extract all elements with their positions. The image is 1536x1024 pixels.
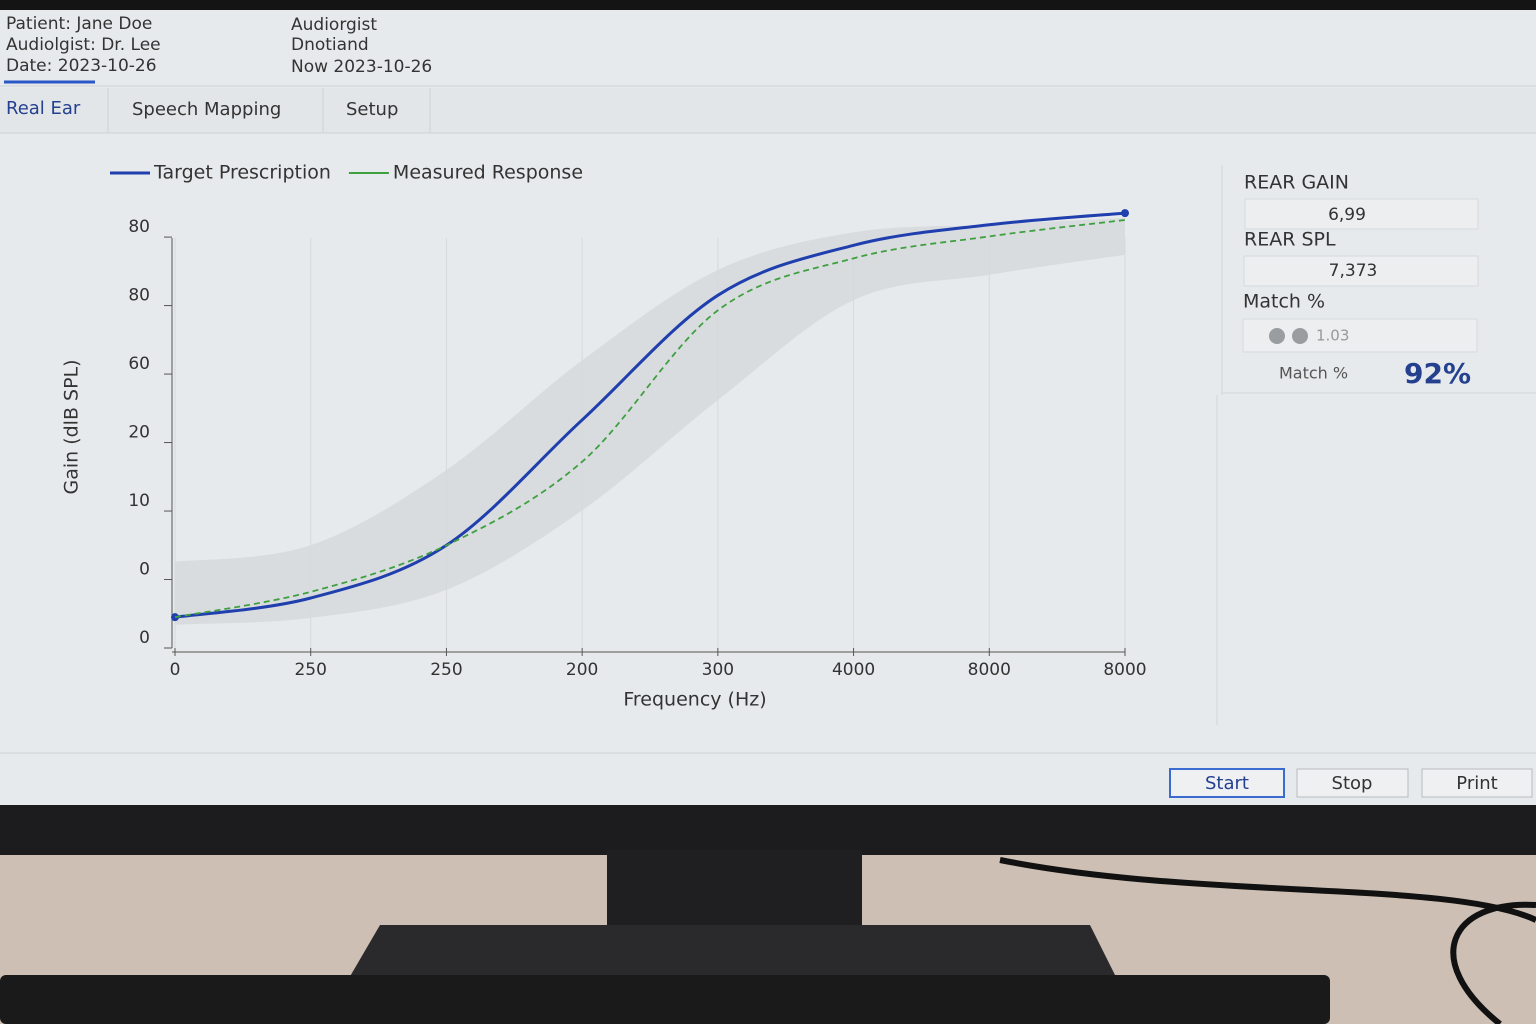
- tab[interactable]: Speech Mapping: [132, 99, 281, 120]
- indicator: [1269, 328, 1285, 344]
- field-label: REAR GAIN: [1244, 172, 1349, 194]
- button[interactable]: [1169, 768, 1285, 798]
- field-value: 1.03: [1316, 327, 1349, 345]
- x-tick-label: 250: [430, 660, 462, 680]
- y-tick-label: 0: [139, 560, 150, 580]
- audiologist: Audiolgist: Dr. Lee: [6, 35, 161, 55]
- patient: Patient: Jane Doe: [6, 14, 152, 34]
- y-tick-label: 80: [128, 286, 150, 306]
- cable: [1450, 901, 1536, 1024]
- x-tick-label: 4000: [832, 660, 875, 680]
- top-bezel: [0, 0, 1536, 10]
- field-box: [1244, 198, 1479, 230]
- series-line: [174, 219, 1126, 619]
- x-tick-label: 300: [702, 660, 734, 680]
- y-tick-label: 0: [139, 628, 150, 648]
- field-box: [1243, 255, 1479, 287]
- series-line: [174, 211, 1126, 619]
- legend-label: Measured Response: [393, 162, 583, 184]
- y-tick-label: 60: [128, 354, 150, 374]
- date: Date: 2023-10-26: [6, 56, 157, 76]
- match-value: 92%: [1404, 357, 1471, 390]
- y-tick-label: 10: [128, 491, 150, 511]
- field-value: 6,99: [1328, 205, 1366, 225]
- x-axis-label: Frequency (Hz): [623, 689, 766, 711]
- header-text: Audiorgist: [291, 15, 377, 35]
- x-tick-label: 200: [566, 660, 598, 680]
- indicator: [1292, 328, 1308, 344]
- end-point: [1121, 209, 1129, 218]
- y-tick-label: 80: [128, 217, 150, 237]
- button-label[interactable]: Stop: [1332, 773, 1373, 794]
- x-tick-label: 0: [170, 660, 181, 680]
- tab[interactable]: Setup: [346, 99, 398, 120]
- button-label[interactable]: Print: [1456, 773, 1497, 794]
- x-tick-label: 8000: [968, 660, 1011, 680]
- tolerance-band: [175, 217, 1125, 625]
- x-tick-label: 8000: [1103, 660, 1146, 680]
- button[interactable]: [1421, 768, 1533, 798]
- field-label: Match %: [1279, 364, 1348, 383]
- x-tick-label: 250: [294, 660, 326, 680]
- y-tick-label: 20: [128, 423, 150, 443]
- y-axis-label: Gain (dlB SPL): [61, 359, 83, 494]
- field-value: 7,373: [1329, 261, 1378, 281]
- header-text: Now 2023-10-26: [291, 57, 432, 77]
- legend-label: Target Prescription: [153, 162, 331, 184]
- field-label: Match %: [1243, 291, 1325, 313]
- header-text: Dnotiand: [291, 35, 369, 55]
- monitor-bezel: [0, 800, 1536, 855]
- field-label: REAR SPL: [1244, 229, 1336, 251]
- tab-bar: [0, 88, 1536, 133]
- screen: [0, 0, 1536, 805]
- button-label[interactable]: Start: [1205, 773, 1249, 794]
- keyboard: [0, 975, 1330, 1024]
- tab[interactable]: Real Ear: [6, 98, 81, 119]
- stand-base: [345, 925, 1120, 985]
- button[interactable]: [1296, 768, 1409, 798]
